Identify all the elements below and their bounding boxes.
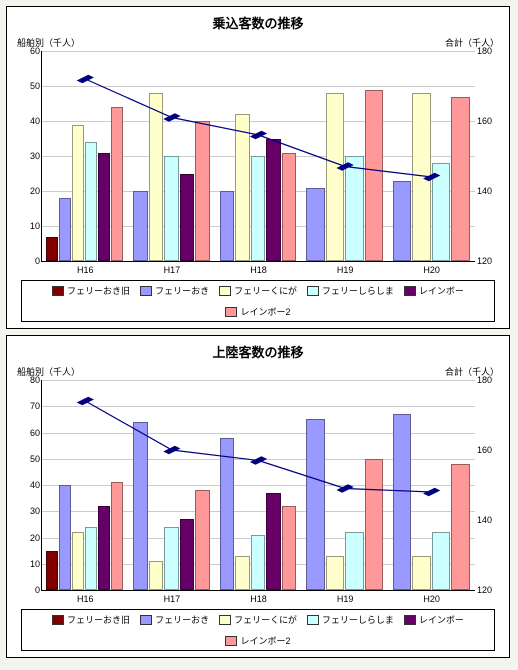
total-line (42, 380, 475, 590)
legend-item: レインボー2 (225, 634, 290, 647)
y-tick-right: 140 (477, 186, 501, 196)
legend: フェリーおき旧 フェリーおき フェリーくにが フェリーしらしま レインボーレインボー2 (21, 280, 495, 322)
y-tick-right: 160 (477, 116, 501, 126)
x-tick: H18 (250, 265, 267, 275)
legend-label: フェリーくにが (234, 613, 297, 626)
legend-label: フェリーしらしま (322, 613, 394, 626)
chart-title: 上陸客数の推移 (13, 342, 503, 361)
legend-label: フェリーしらしま (322, 284, 394, 297)
y-tick-left: 50 (18, 454, 40, 464)
y-tick-left: 20 (18, 186, 40, 196)
legend-swatch (140, 286, 152, 296)
legend-swatch (52, 286, 64, 296)
y-tick-left: 70 (18, 401, 40, 411)
legend: フェリーおき旧 フェリーおき フェリーくにが フェリーしらしま レインボーレインボー2 (21, 609, 495, 651)
y-tick-left: 10 (18, 221, 40, 231)
y-tick-right: 140 (477, 515, 501, 525)
legend-item: フェリーくにが (219, 284, 297, 297)
legend-label: レインボー2 (240, 634, 290, 647)
y-tick-left: 30 (18, 506, 40, 516)
legend-label: フェリーおき旧 (67, 284, 130, 297)
y-tick-left: 40 (18, 116, 40, 126)
y-tick-left: 0 (18, 256, 40, 266)
y-tick-right: 180 (477, 46, 501, 56)
legend-label: レインボー (419, 613, 464, 626)
y-tick-right: 160 (477, 445, 501, 455)
legend-item: レインボー (404, 613, 464, 626)
y-tick-right: 120 (477, 256, 501, 266)
x-tick: H19 (337, 594, 354, 604)
legend-swatch (404, 615, 416, 625)
legend-swatch (219, 286, 231, 296)
legend-item: レインボー2 (225, 305, 290, 318)
legend-label: フェリーおき (155, 613, 209, 626)
legend-swatch (140, 615, 152, 625)
legend-swatch (307, 286, 319, 296)
y-tick-left: 60 (18, 428, 40, 438)
legend-item: レインボー (404, 284, 464, 297)
legend-label: フェリーおき (155, 284, 209, 297)
y-tick-left: 20 (18, 533, 40, 543)
y-tick-left: 0 (18, 585, 40, 595)
y-tick-left: 80 (18, 375, 40, 385)
plot-area: 0102030405060120140160180H16H17H18H19H20 (41, 51, 475, 262)
legend-item: フェリーおき (140, 613, 209, 626)
legend-swatch (225, 636, 237, 646)
legend-swatch (404, 286, 416, 296)
legend-item: フェリーしらしま (307, 284, 394, 297)
legend-item: フェリーくにが (219, 613, 297, 626)
y-tick-left: 60 (18, 46, 40, 56)
y-tick-left: 50 (18, 81, 40, 91)
x-tick: H19 (337, 265, 354, 275)
x-tick: H20 (423, 594, 440, 604)
charts-root: 乗込客数の推移船舶別（千人）合計（千人）01020304050601201401… (6, 6, 512, 658)
x-tick: H20 (423, 265, 440, 275)
legend-item: フェリーしらしま (307, 613, 394, 626)
legend-label: フェリーおき旧 (67, 613, 130, 626)
legend-label: レインボー2 (240, 305, 290, 318)
y-tick-left: 30 (18, 151, 40, 161)
plot-area: 01020304050607080120140160180H16H17H18H1… (41, 380, 475, 591)
chart-title: 乗込客数の推移 (13, 13, 503, 32)
chart-box: 乗込客数の推移船舶別（千人）合計（千人）01020304050601201401… (6, 6, 510, 329)
total-line (42, 51, 475, 261)
x-tick: H16 (77, 265, 94, 275)
legend-label: フェリーくにが (234, 284, 297, 297)
x-tick: H16 (77, 594, 94, 604)
axis-labels: 船舶別（千人）合計（千人） (17, 36, 499, 49)
x-tick: H17 (164, 265, 181, 275)
x-tick: H17 (164, 594, 181, 604)
y-tick-left: 40 (18, 480, 40, 490)
legend-swatch (307, 615, 319, 625)
legend-item: フェリーおき旧 (52, 284, 130, 297)
axis-labels: 船舶別（千人）合計（千人） (17, 365, 499, 378)
y-tick-left: 10 (18, 559, 40, 569)
x-tick: H18 (250, 594, 267, 604)
chart-box: 上陸客数の推移船舶別（千人）合計（千人）01020304050607080120… (6, 335, 510, 658)
legend-swatch (225, 307, 237, 317)
legend-swatch (219, 615, 231, 625)
legend-item: フェリーおき旧 (52, 613, 130, 626)
legend-item: フェリーおき (140, 284, 209, 297)
y-tick-right: 120 (477, 585, 501, 595)
legend-swatch (52, 615, 64, 625)
legend-label: レインボー (419, 284, 464, 297)
y-tick-right: 180 (477, 375, 501, 385)
